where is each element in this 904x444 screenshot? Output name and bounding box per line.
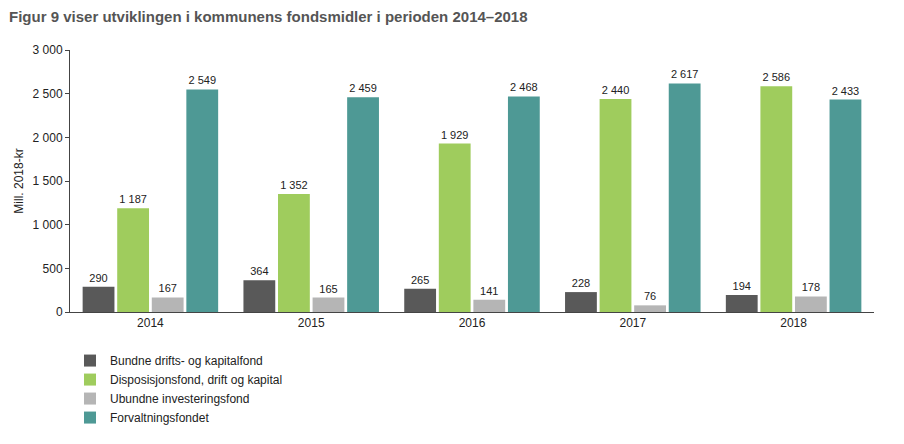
svg-text:1 500: 1 500 <box>33 174 63 188</box>
svg-text:364: 364 <box>250 265 268 277</box>
svg-text:1 187: 1 187 <box>119 193 147 205</box>
svg-text:2 000: 2 000 <box>33 131 63 145</box>
svg-text:Forvaltningsfondet: Forvaltningsfondet <box>110 411 209 425</box>
svg-text:76: 76 <box>644 290 656 302</box>
svg-text:178: 178 <box>802 281 820 293</box>
svg-text:2 500: 2 500 <box>33 87 63 101</box>
svg-text:0: 0 <box>56 305 63 319</box>
svg-text:265: 265 <box>411 274 429 286</box>
svg-text:1 352: 1 352 <box>280 179 308 191</box>
svg-text:2017: 2017 <box>619 316 646 330</box>
svg-text:2 459: 2 459 <box>349 82 377 94</box>
svg-text:2016: 2016 <box>459 316 486 330</box>
svg-text:3 000: 3 000 <box>33 43 63 57</box>
svg-text:Figur 9 viser utviklingen i ko: Figur 9 viser utviklingen i kommunens fo… <box>9 8 528 25</box>
svg-text:2 433: 2 433 <box>832 85 860 97</box>
svg-text:1 000: 1 000 <box>33 218 63 232</box>
svg-text:Ubundne investeringsfond: Ubundne investeringsfond <box>110 392 249 406</box>
svg-text:2018: 2018 <box>780 316 807 330</box>
svg-text:2015: 2015 <box>298 316 325 330</box>
svg-text:Disposisjonsfond, drift og kap: Disposisjonsfond, drift og kapital <box>110 373 282 387</box>
svg-text:290: 290 <box>89 272 107 284</box>
svg-text:165: 165 <box>319 283 337 295</box>
svg-text:167: 167 <box>159 282 177 294</box>
svg-text:2 440: 2 440 <box>602 84 630 96</box>
svg-text:2014: 2014 <box>137 316 164 330</box>
svg-text:1 929: 1 929 <box>441 129 469 141</box>
svg-text:500: 500 <box>43 262 63 276</box>
svg-text:2 617: 2 617 <box>671 68 699 80</box>
svg-text:141: 141 <box>480 285 498 297</box>
svg-text:2 468: 2 468 <box>510 81 538 93</box>
svg-text:Mill. 2018-kr: Mill. 2018-kr <box>12 148 26 213</box>
svg-text:Bundne drifts- og kapitalfond: Bundne drifts- og kapitalfond <box>110 354 263 368</box>
svg-text:194: 194 <box>733 280 751 292</box>
svg-text:2 549: 2 549 <box>188 74 216 86</box>
svg-text:2 586: 2 586 <box>763 71 791 83</box>
svg-text:228: 228 <box>572 277 590 289</box>
